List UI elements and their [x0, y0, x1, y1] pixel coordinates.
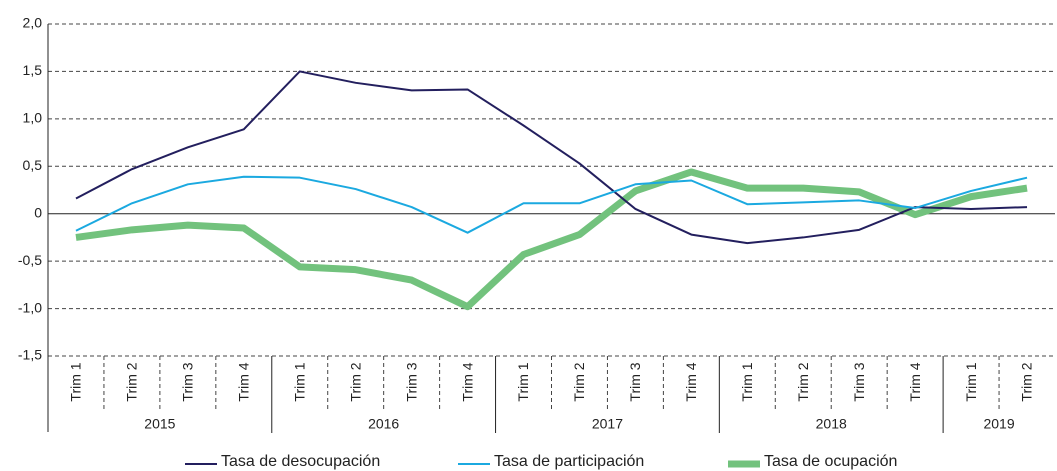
y-tick-label: 0: [34, 204, 42, 220]
y-tick-label: 1,0: [23, 110, 43, 126]
x-tick-label: Trim 2: [571, 362, 587, 401]
series-line: [75, 168, 1028, 311]
legend-label: Tasa de ocupación: [764, 453, 897, 470]
legend-label: Tasa de desocupación: [221, 453, 380, 470]
x-tick-label: Trim 3: [627, 362, 643, 401]
x-tick-label: Trim 2: [347, 362, 363, 401]
x-group-label: 2015: [144, 416, 175, 432]
x-group-label: 2018: [816, 416, 847, 432]
y-tick-label: 1,5: [23, 62, 43, 78]
legend-label: Tasa de participación: [494, 453, 644, 470]
y-tick-label: -1,0: [18, 299, 42, 315]
x-group-label: 2019: [983, 416, 1014, 432]
x-tick-label: Trim 4: [236, 362, 252, 401]
x-tick-label: Trim 2: [795, 362, 811, 401]
x-tick-label: Trim 1: [68, 362, 84, 401]
x-tick-label: Trim 2: [124, 362, 140, 401]
x-group-label: 2016: [368, 416, 399, 432]
x-tick-label: Trim 2: [1019, 362, 1035, 401]
x-tick-label: Trim 3: [180, 362, 196, 401]
x-tick-label: Trim 4: [459, 362, 475, 401]
x-group-label: 2017: [592, 416, 623, 432]
y-tick-label: -0,5: [18, 252, 42, 268]
x-tick-label: Trim 1: [515, 362, 531, 401]
series-line: [75, 175, 1028, 234]
x-tick-label: Trim 1: [963, 362, 979, 401]
x-tick-label: Trim 3: [851, 362, 867, 401]
y-tick-label: 2,0: [23, 15, 43, 31]
x-tick-label: Trim 4: [683, 362, 699, 401]
x-tick-label: Trim 3: [403, 362, 419, 401]
x-tick-label: Trim 1: [291, 362, 307, 401]
y-tick-label: -1,5: [18, 347, 42, 363]
series-line: [75, 70, 1028, 245]
x-tick-label: Trim 1: [739, 362, 755, 401]
x-tick-label: Trim 4: [907, 362, 923, 401]
y-tick-label: 0,5: [23, 157, 43, 173]
